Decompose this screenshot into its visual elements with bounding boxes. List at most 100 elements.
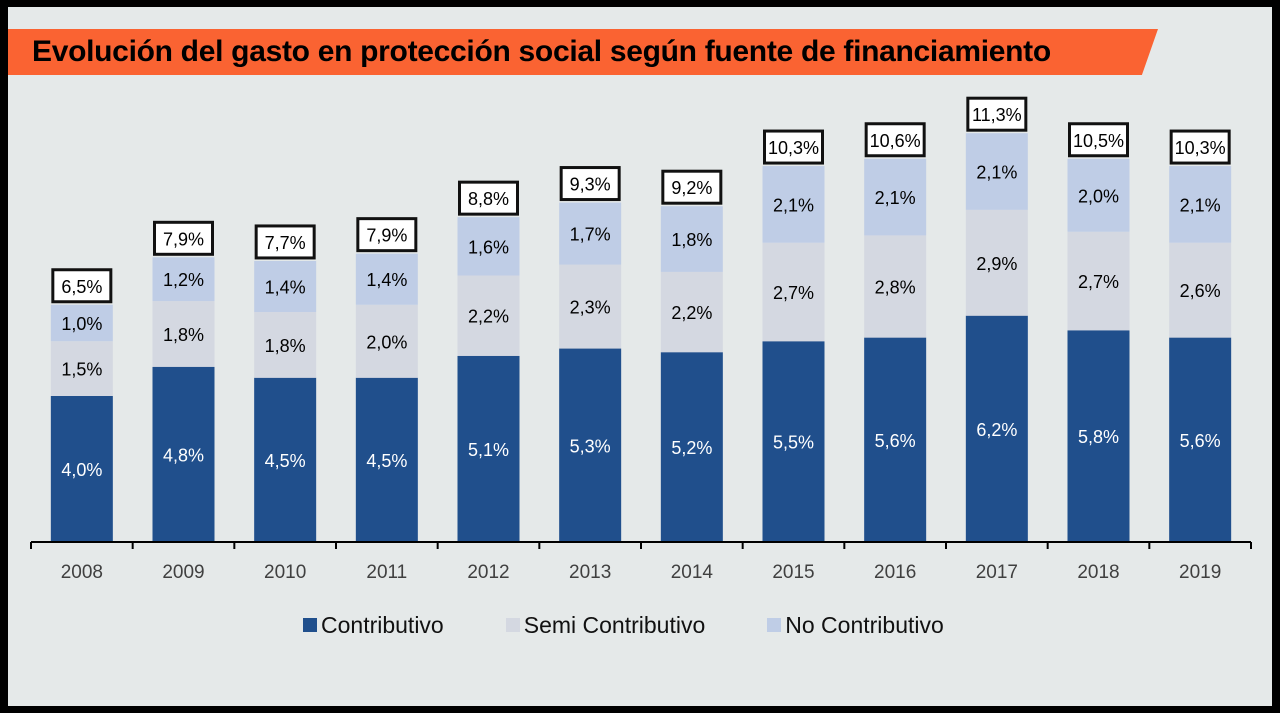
bar-segment-contributivo <box>152 366 215 542</box>
data-label: 4,0% <box>61 460 102 480</box>
legend-label: No Contributivo <box>785 611 944 638</box>
bar-segment-no-contributivo <box>355 253 418 305</box>
legend-item: Contributivo <box>303 612 444 639</box>
bar-segment-semi-contributivo <box>1067 231 1130 331</box>
bar-segment-semi-contributivo <box>762 242 825 342</box>
total-box <box>1169 129 1231 165</box>
data-label: 2,9% <box>976 254 1017 274</box>
bar-segment-semi-contributivo <box>152 301 215 367</box>
total-label: 9,3% <box>570 175 611 195</box>
legend-swatch <box>505 618 520 632</box>
data-label: 2,8% <box>875 278 916 298</box>
data-label: 5,3% <box>570 436 611 456</box>
data-label: 2,1% <box>976 163 1017 183</box>
data-label: 5,5% <box>773 433 814 453</box>
x-tick-label: 2013 <box>569 562 611 583</box>
data-label: 1,0% <box>61 314 102 334</box>
legend-label: Contributivo <box>321 611 444 638</box>
total-box <box>458 180 519 216</box>
x-tick-label: 2017 <box>976 562 1018 583</box>
bar-segment-semi-contributivo <box>457 275 520 356</box>
data-label: 1,8% <box>265 336 306 356</box>
x-tick-label: 2008 <box>61 562 103 583</box>
bar-segment-contributivo <box>559 348 622 542</box>
total-box <box>763 129 824 165</box>
total-label: 10,3% <box>768 138 819 158</box>
legend-item: Semi Contributivo <box>505 611 706 639</box>
bar-segment-no-contributivo <box>559 202 622 265</box>
bar-segment-contributivo <box>864 337 927 542</box>
data-label: 2,2% <box>671 303 712 323</box>
total-box <box>559 166 621 202</box>
bar-segment-contributivo <box>1067 330 1130 542</box>
data-label: 2,1% <box>773 195 814 215</box>
total-label: 7,9% <box>163 229 204 249</box>
bar-segment-semi-contributivo <box>1169 242 1232 338</box>
data-label: 2,1% <box>1180 195 1221 215</box>
data-label: 2,3% <box>570 298 611 318</box>
data-label: 5,6% <box>1180 431 1221 451</box>
data-label: 2,7% <box>773 283 814 303</box>
data-label: 6,2% <box>976 420 1017 440</box>
bar-segment-contributivo <box>965 315 1028 542</box>
total-box <box>864 122 926 158</box>
total-box <box>51 268 113 304</box>
data-label: 1,8% <box>671 230 712 250</box>
total-box <box>254 224 316 260</box>
x-tick-label: 2014 <box>671 562 714 583</box>
total-label: 6,5% <box>61 277 102 297</box>
data-label: 2,6% <box>1180 281 1221 301</box>
x-tick-label: 2009 <box>162 562 204 583</box>
bar-segment-no-contributivo <box>50 304 113 342</box>
legend: Contributivo Semi Contributivo No Contribu… <box>303 610 1006 640</box>
total-label: 10,3% <box>1175 138 1226 158</box>
bar-segment-no-contributivo <box>762 166 825 243</box>
total-label: 8,8% <box>468 189 509 209</box>
legend-swatch <box>303 618 317 632</box>
bar-segment-semi-contributivo <box>965 209 1028 316</box>
total-label: 9,2% <box>671 178 712 198</box>
bar-segment-semi-contributivo <box>355 304 418 378</box>
total-box <box>966 96 1028 132</box>
bar-segment-contributivo <box>1169 337 1232 542</box>
bar-segment-semi-contributivo <box>660 271 723 353</box>
bar-segment-no-contributivo <box>1067 158 1130 232</box>
legend-item: No Contributivo <box>767 612 944 639</box>
data-label: 5,8% <box>1078 427 1119 447</box>
x-tick-label: 2011 <box>366 562 407 583</box>
stacked-bar-chart: 4,0% 1,5% 1,0% 6,5% 2008 4,8% 1,8% 1,2% 7,9% 2009… <box>30 96 1252 583</box>
bar-segment-semi-contributivo <box>559 264 622 349</box>
total-box <box>1068 122 1129 158</box>
chart-title: Evolución del gasto en protección social… <box>32 35 1051 68</box>
data-label: 1,8% <box>163 325 204 345</box>
total-label: 10,6% <box>870 131 921 151</box>
bar-segment-no-contributivo <box>864 158 927 236</box>
data-label: 5,1% <box>468 440 509 460</box>
total-box <box>356 217 418 253</box>
x-tick-label: 2015 <box>772 562 814 583</box>
data-label: 1,4% <box>366 270 407 290</box>
x-tick-label: 2016 <box>874 562 916 583</box>
bar-segment-contributivo <box>50 396 113 542</box>
data-label: 5,6% <box>875 431 916 451</box>
title-banner: Evolución del gasto en protección social… <box>8 29 1158 75</box>
data-label: 5,2% <box>671 438 712 458</box>
x-tick-label: 2010 <box>264 562 306 583</box>
data-label: 1,4% <box>265 278 306 298</box>
bar-segment-no-contributivo <box>965 133 1028 210</box>
legend-label: Semi Contributivo <box>523 611 706 638</box>
bar-segment-no-contributivo <box>457 217 520 276</box>
total-label: 10,5% <box>1073 131 1124 151</box>
data-label: 2,7% <box>1078 272 1119 292</box>
total-label: 11,3% <box>972 105 1022 125</box>
bar-segment-no-contributivo <box>660 206 723 272</box>
data-label: 1,6% <box>468 237 509 257</box>
bar-segment-contributivo <box>762 341 825 542</box>
chart-frame: Evolución del gasto en protección social… <box>8 7 1272 706</box>
bar-segment-semi-contributivo <box>254 312 317 378</box>
data-label: 4,8% <box>163 445 204 465</box>
legend-swatch <box>767 618 782 632</box>
bar-segment-contributivo <box>660 352 723 542</box>
bar-segment-contributivo <box>457 355 520 542</box>
bar-segment-contributivo <box>254 377 317 542</box>
